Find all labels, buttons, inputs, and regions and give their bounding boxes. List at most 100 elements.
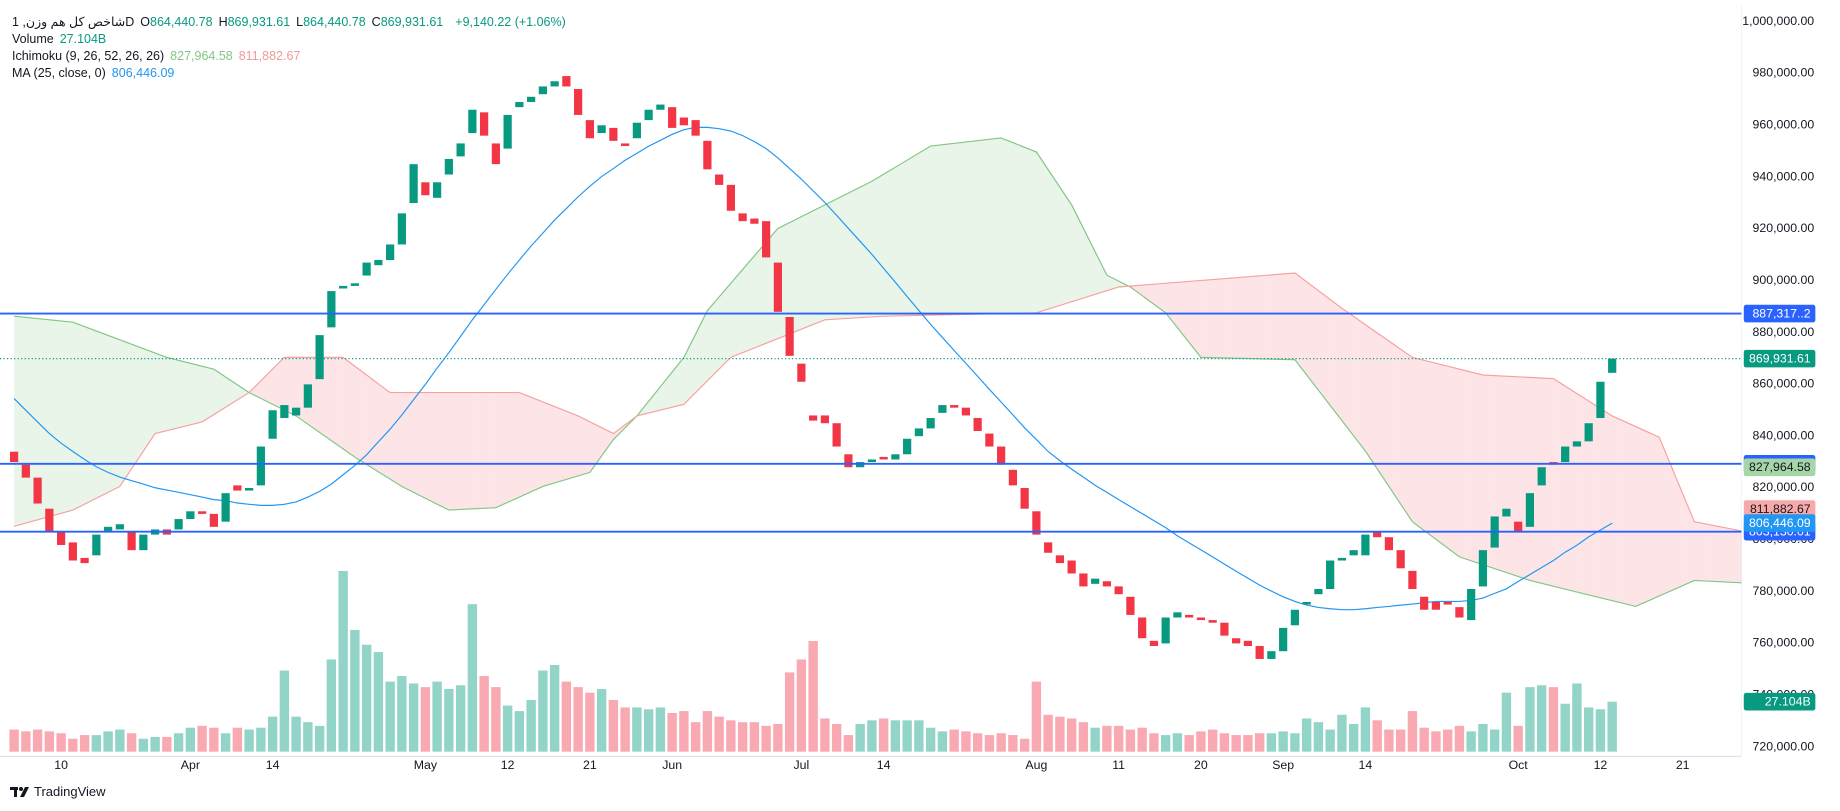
- candle-body: [914, 428, 923, 437]
- volume-bar: [502, 705, 513, 752]
- cloud-fill: [184, 361, 191, 427]
- candle-body: [973, 418, 982, 431]
- candle-body: [127, 532, 136, 551]
- candle-body: [421, 182, 430, 196]
- cloud-fill: [1676, 479, 1683, 589]
- cloud-fill: [219, 372, 226, 411]
- cloud-fill: [501, 392, 508, 506]
- candle-body: [456, 143, 465, 157]
- volume-bar: [632, 707, 642, 752]
- volume-bar: [1325, 729, 1335, 752]
- volume-bar: [1454, 725, 1465, 752]
- candle-body: [397, 213, 406, 245]
- volume-bar: [1384, 729, 1394, 752]
- candle-body: [292, 407, 301, 416]
- ohlc-value: 869,931.61: [380, 15, 444, 29]
- cloud-fill: [296, 357, 302, 421]
- candle-body: [597, 125, 606, 134]
- cloud-fill: [196, 364, 203, 424]
- candle-body: [903, 438, 912, 455]
- cloud-fill: [401, 392, 408, 490]
- cloud-fill: [90, 328, 97, 502]
- candle-body: [480, 112, 489, 136]
- volume-bar: [326, 659, 337, 752]
- volume-bar: [1055, 716, 1065, 752]
- change: +9,140.22 (+1.06%): [455, 15, 566, 29]
- cloud-fill: [889, 167, 896, 317]
- cloud-fill: [983, 139, 990, 315]
- cloud-fill: [1271, 274, 1278, 360]
- volume-bar: [9, 729, 19, 752]
- volume-bar: [1196, 731, 1206, 752]
- cloud-fill: [584, 418, 590, 475]
- volume-bar: [925, 727, 936, 752]
- candle-body: [867, 459, 876, 463]
- volume-bar: [173, 733, 184, 752]
- candle-body: [21, 464, 30, 478]
- cloud-fill: [1600, 408, 1607, 600]
- candle-body: [1443, 601, 1452, 605]
- candle-body: [362, 262, 371, 276]
- volume-bar: [867, 720, 877, 752]
- volume-bar: [773, 724, 783, 752]
- volume-bar: [820, 718, 830, 752]
- cloud-fill: [883, 170, 890, 317]
- cloud-fill: [1618, 418, 1624, 604]
- volume-bar: [1501, 692, 1512, 752]
- cloud-fill: [1148, 284, 1154, 305]
- ohlc-key: O: [140, 15, 150, 29]
- candle-body: [574, 89, 583, 115]
- cloud-fill: [1471, 372, 1478, 563]
- cloud-fill: [1418, 358, 1425, 531]
- cloud-fill: [1412, 357, 1419, 527]
- volume-bar: [150, 736, 160, 752]
- cloud-fill: [1388, 341, 1395, 496]
- cloud-fill: [1653, 434, 1660, 599]
- footer: TradingView: [10, 784, 106, 799]
- cloud-fill: [1377, 332, 1384, 478]
- cloud-fill: [1735, 529, 1742, 583]
- volume: [9, 570, 1617, 752]
- cloud-fill: [1424, 360, 1431, 535]
- cloud-fill: [266, 369, 273, 405]
- volume-bar: [1466, 731, 1476, 752]
- volume-bar: [479, 676, 489, 752]
- cloud-fill: [924, 146, 931, 316]
- cloud-fill: [1647, 431, 1654, 602]
- volume-bar: [1548, 687, 1559, 752]
- cloud-fill: [254, 380, 261, 399]
- cloud-fill: [325, 357, 332, 441]
- candle-body: [103, 526, 113, 533]
- cloud-fill: [1641, 429, 1648, 604]
- volume-bar: [749, 722, 760, 752]
- x-tick-label: 14: [1359, 758, 1373, 772]
- volume-bar: [185, 727, 196, 752]
- volume-bar: [103, 731, 113, 752]
- cloud-fill: [343, 357, 349, 454]
- cloud-fill: [560, 408, 567, 482]
- volume-bar: [209, 727, 219, 752]
- y-tick-label: 820,000.00: [1753, 480, 1815, 494]
- volume-bar: [467, 604, 478, 752]
- candle-body: [1173, 612, 1182, 618]
- volume-bar: [197, 725, 207, 752]
- volume-bar: [408, 683, 419, 752]
- volume-bar: [267, 716, 278, 752]
- candle-body: [679, 117, 688, 126]
- candle-body: [844, 454, 853, 468]
- cloud-fill: [877, 174, 884, 317]
- volume-bar: [526, 700, 536, 752]
- cloud-fill: [860, 184, 867, 318]
- cloud-fill: [1594, 404, 1601, 598]
- cloud-fill: [1024, 147, 1031, 314]
- candle-body: [515, 101, 524, 108]
- cloud-fill: [1406, 353, 1413, 522]
- candle-body: [832, 423, 841, 447]
- cloud-fill: [666, 372, 673, 409]
- cloud-fill: [1430, 361, 1436, 540]
- cloud-fill: [1347, 312, 1354, 436]
- cloud-fill: [1136, 285, 1143, 296]
- candle-body: [985, 433, 994, 447]
- cloud-fill: [730, 276, 737, 358]
- volume-bar: [44, 731, 55, 752]
